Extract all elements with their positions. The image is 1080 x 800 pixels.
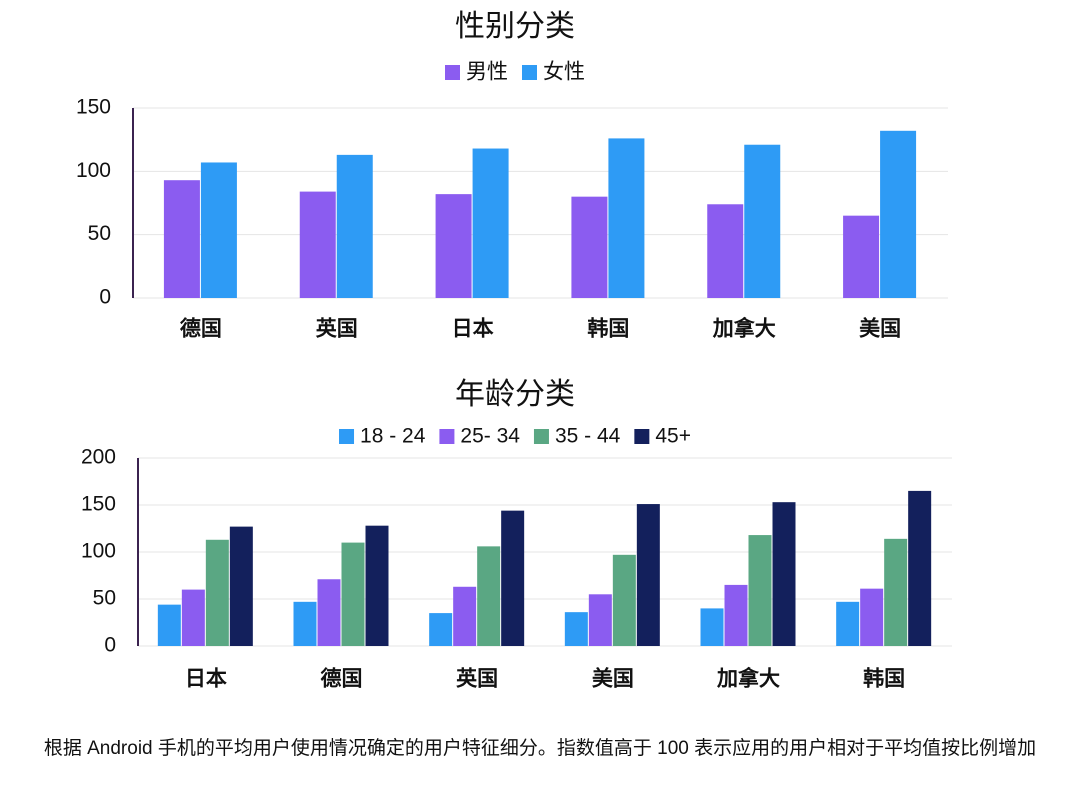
bar (477, 546, 501, 646)
y-tick-label: 150 (81, 493, 116, 516)
bar (724, 584, 748, 646)
legend-label: 男性 (466, 61, 508, 84)
x-tick-label: 韩国 (587, 317, 629, 341)
bar (748, 535, 772, 646)
x-tick-label: 美国 (859, 317, 901, 341)
bar (707, 204, 744, 298)
bar (908, 490, 932, 646)
bar (200, 162, 237, 298)
bar (181, 589, 205, 646)
bar (884, 538, 908, 646)
y-tick-label: 50 (88, 222, 111, 245)
bar (744, 144, 781, 298)
x-tick-label: 德国 (321, 667, 363, 691)
y-tick-label: 50 (93, 587, 116, 610)
bar (341, 542, 365, 646)
y-tick-label: 100 (81, 540, 116, 563)
legend-label: 女性 (543, 61, 585, 84)
bar (836, 601, 860, 646)
legend-swatch (445, 65, 460, 80)
bar (608, 138, 645, 298)
bar (365, 525, 389, 646)
bar (772, 502, 796, 646)
bar (588, 594, 612, 646)
x-tick-label: 英国 (456, 668, 498, 691)
bar (163, 180, 200, 298)
chart-title: 性别分类 (455, 10, 575, 43)
bar (880, 130, 917, 298)
x-tick-label: 日本 (185, 668, 227, 691)
y-tick-label: 150 (76, 96, 111, 119)
legend-label: 45+ (655, 425, 691, 448)
legend-swatch (533, 429, 549, 444)
legend-swatch (634, 429, 650, 444)
bar (612, 554, 636, 646)
bar (636, 504, 660, 646)
y-tick-label: 100 (76, 159, 111, 182)
legend-swatch (522, 65, 537, 80)
x-tick-label: 英国 (316, 318, 358, 341)
y-tick-label: 0 (104, 634, 116, 657)
legend-label: 18 - 24 (360, 425, 426, 448)
bar (453, 586, 477, 646)
bar (429, 613, 453, 646)
bar (860, 588, 884, 646)
x-tick-label: 加拿大 (712, 317, 776, 341)
caption: 根据 Android 手机的平均用户使用情况确定的用户特征细分。指数值高于 10… (43, 738, 1037, 759)
chart-title: 年龄分类 (455, 378, 575, 411)
bar (435, 194, 472, 298)
bar (299, 191, 336, 298)
bar (317, 579, 341, 646)
legend-label: 25- 34 (460, 425, 520, 448)
x-tick-label: 美国 (592, 667, 634, 691)
bar (336, 154, 373, 298)
y-tick-label: 200 (81, 446, 116, 469)
bar (843, 215, 880, 298)
legend-swatch (439, 429, 455, 444)
legend-swatch (339, 429, 355, 444)
bar (571, 196, 608, 298)
x-tick-label: 加拿大 (716, 667, 780, 691)
x-tick-label: 日本 (452, 318, 494, 341)
bar (205, 539, 229, 646)
bar (293, 601, 317, 646)
bar (501, 510, 525, 646)
bar (700, 608, 724, 646)
bar (157, 604, 181, 646)
x-tick-label: 德国 (180, 317, 222, 341)
bar (472, 148, 509, 298)
y-tick-label: 0 (99, 286, 111, 309)
legend-label: 35 - 44 (555, 425, 621, 448)
bar (564, 612, 588, 646)
x-tick-label: 韩国 (863, 667, 905, 691)
bar (229, 526, 253, 646)
